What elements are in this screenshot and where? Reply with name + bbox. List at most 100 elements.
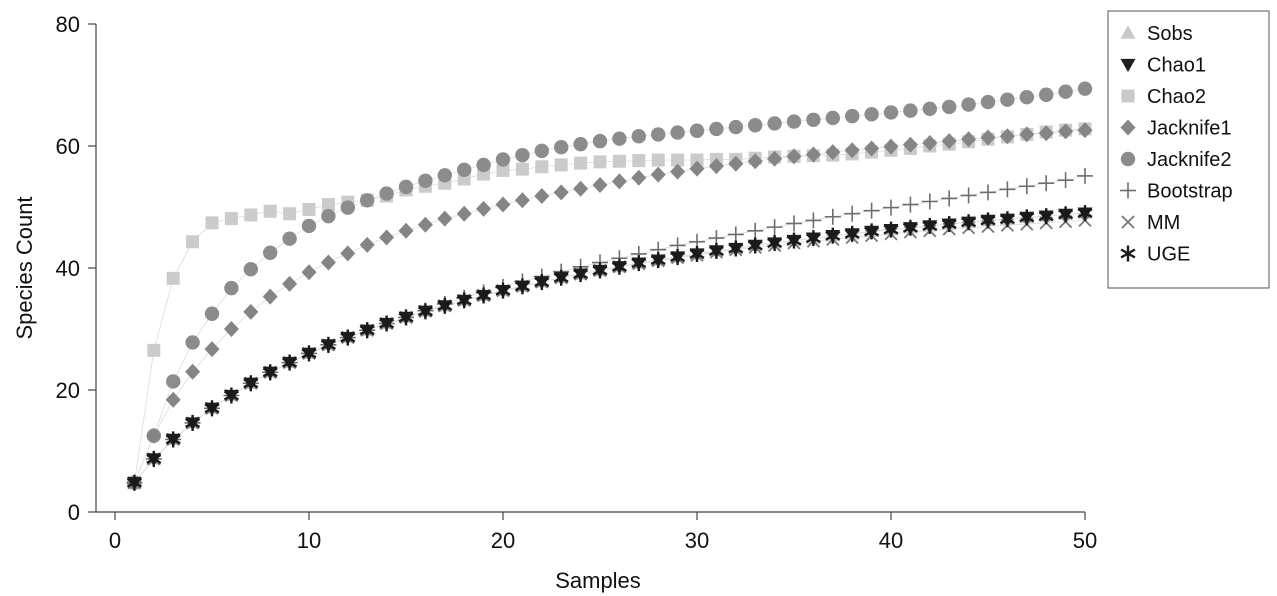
data-point-jacknife1 [185, 363, 201, 380]
series-line-jacknife2 [134, 88, 1086, 483]
data-point-jacknife1 [883, 138, 899, 155]
data-point-chao2 [574, 156, 588, 170]
data-point-jacknife2 [864, 107, 879, 122]
data-point-chao2 [205, 216, 219, 230]
data-point-uge [980, 212, 996, 229]
data-point-chao2 [690, 153, 704, 167]
legend: Sobs Chao1 Chao2 Jacknife1 Jacknife2 Bootstra… [1107, 10, 1270, 289]
data-point-uge [864, 223, 880, 240]
y-tick-label: 0 [68, 500, 80, 525]
data-point-chao2 [651, 153, 665, 167]
legend-item-uge: UGE [1120, 244, 1190, 266]
legend-label: MM [1147, 212, 1180, 234]
legend-label: Jacknife2 [1147, 149, 1232, 171]
data-point-jacknife1 [204, 341, 220, 358]
data-point-jacknife2 [243, 262, 258, 277]
data-point-uge [437, 297, 453, 314]
data-point-uge [514, 278, 530, 295]
data-point-jacknife2 [379, 186, 394, 201]
data-point-jacknife2 [360, 193, 375, 208]
legend-label: Jacknife1 [1147, 118, 1232, 140]
data-point-jacknife2 [418, 173, 433, 188]
legend-box [1107, 10, 1270, 289]
data-point-bootstrap [863, 202, 880, 219]
data-point-uge [456, 292, 472, 309]
data-point-uge [340, 329, 356, 346]
data-point-uge [1019, 209, 1035, 226]
series-uge [126, 205, 1093, 491]
data-point-uge [1077, 205, 1093, 222]
data-point-jacknife1 [340, 245, 356, 262]
data-point-bootstrap [727, 226, 744, 243]
data-point-jacknife2 [767, 116, 782, 131]
data-point-uge [185, 414, 201, 431]
legend-symbol [1120, 25, 1136, 39]
data-point-jacknife2 [301, 218, 317, 234]
data-point-jacknife1 [1058, 123, 1074, 140]
data-point-jacknife2 [903, 103, 918, 118]
data-point-uge [243, 375, 259, 392]
data-point-jacknife1 [708, 158, 724, 175]
data-point-chao2 [263, 204, 277, 218]
data-point-jacknife1 [476, 200, 492, 217]
data-point-chao2 [283, 207, 297, 221]
x-tick-label: 40 [879, 528, 903, 553]
data-point-bootstrap [805, 212, 822, 229]
data-point-uge [611, 258, 627, 275]
data-point-uge [126, 474, 142, 491]
data-point-jacknife1 [573, 180, 589, 197]
data-point-jacknife1 [553, 184, 569, 201]
data-point-uge [941, 216, 957, 233]
data-point-jacknife2 [1039, 87, 1054, 102]
data-point-jacknife2 [321, 208, 336, 224]
data-point-uge [476, 287, 492, 304]
legend-label: Chao2 [1147, 86, 1206, 108]
x-tick-label: 20 [491, 528, 515, 553]
series-jacknife1 [126, 122, 1093, 491]
data-point-jacknife1 [922, 134, 938, 151]
y-tick-label: 20 [56, 378, 80, 403]
data-point-chao2 [224, 212, 238, 226]
data-point-uge [1058, 206, 1074, 223]
series-lines [134, 88, 1086, 483]
legend-symbol [1120, 151, 1136, 167]
data-point-jacknife1 [1019, 126, 1035, 143]
data-point-jacknife2 [437, 168, 452, 183]
data-point-uge [670, 249, 686, 266]
data-point-chao2 [186, 235, 200, 249]
data-point-bootstrap [902, 196, 919, 213]
data-point-chao2 [535, 160, 549, 174]
data-point-chao2 [321, 198, 335, 212]
data-point-chao2 [302, 202, 316, 216]
data-point-jacknife1 [767, 150, 783, 167]
data-point-chao2 [166, 271, 180, 285]
data-point-uge [262, 364, 278, 381]
data-point-jacknife1 [864, 140, 880, 157]
data-point-uge [165, 431, 181, 448]
data-point-jacknife1 [805, 146, 821, 163]
legend-item-bootstrap: Bootstrap [1120, 181, 1233, 203]
data-point-jacknife1 [417, 216, 433, 233]
data-point-jacknife1 [534, 188, 550, 205]
data-point-bootstrap [1018, 178, 1035, 195]
data-point-bootstrap [999, 181, 1016, 198]
legend-symbol [1120, 119, 1136, 136]
x-tick-label: 50 [1073, 528, 1097, 553]
data-point-uge [767, 234, 783, 251]
data-point-jacknife1 [844, 142, 860, 159]
data-point-bootstrap [921, 193, 938, 210]
data-point-jacknife1 [631, 169, 647, 186]
data-point-jacknife1 [902, 136, 918, 153]
legend-label: Sobs [1147, 23, 1193, 45]
data-point-jacknife2 [166, 374, 181, 389]
data-point-uge [417, 303, 433, 320]
data-point-uge [883, 221, 899, 238]
data-point-jacknife2 [476, 157, 491, 173]
legend-item-chao1: Chao1 [1120, 55, 1206, 77]
data-point-uge [825, 227, 841, 244]
legend-symbol [1121, 215, 1135, 229]
data-point-jacknife1 [728, 155, 744, 172]
data-point-jacknife2 [282, 231, 297, 246]
data-point-jacknife2 [961, 97, 976, 112]
data-point-jacknife2 [573, 136, 588, 152]
